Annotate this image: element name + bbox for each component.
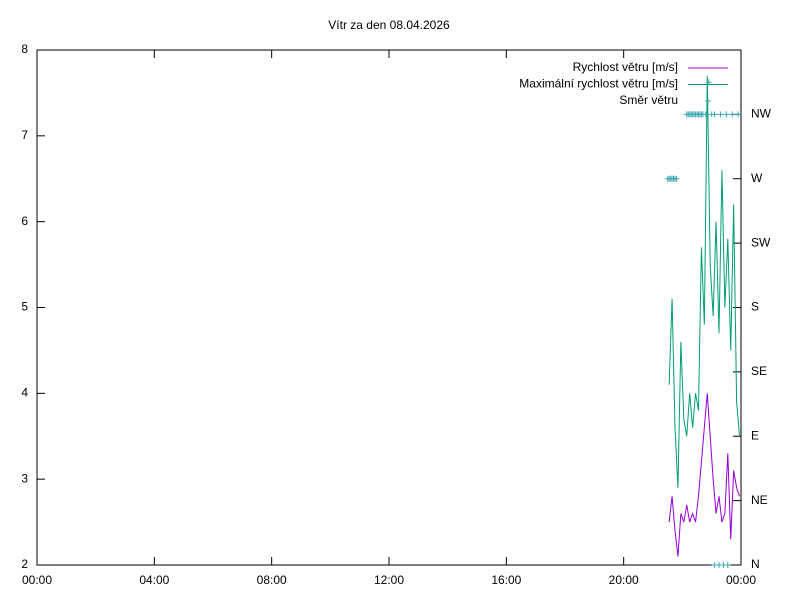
y-tick-label: 7 xyxy=(21,128,28,142)
direction-point xyxy=(673,175,680,182)
y-tick-label: 3 xyxy=(21,471,28,485)
y2-tick-label: NE xyxy=(751,493,768,507)
direction-point xyxy=(723,111,730,118)
direction-point xyxy=(724,562,731,568)
direction-point xyxy=(717,111,724,118)
direction-point xyxy=(702,111,709,118)
y-tick-label: 8 xyxy=(21,42,28,56)
x-tick-label: 08:00 xyxy=(257,573,287,587)
y2-tick-label: SW xyxy=(751,235,771,249)
x-tick-label: 00:00 xyxy=(22,573,52,587)
x-tick-label: 20:00 xyxy=(609,573,639,587)
y2-tick-label: E xyxy=(751,428,759,442)
y2-tick-label: S xyxy=(751,300,759,314)
legend-label: Rychlost větru [m/s] xyxy=(573,60,678,74)
series-line xyxy=(668,75,741,488)
legend-label: Směr větru xyxy=(619,93,678,107)
x-tick-label: 12:00 xyxy=(374,573,404,587)
direction-point xyxy=(735,111,742,118)
x-tick-label: 04:00 xyxy=(139,573,169,587)
y-tick-label: 6 xyxy=(21,214,28,228)
direction-point xyxy=(711,111,718,118)
y2-tick-label: SE xyxy=(751,364,767,378)
series-line xyxy=(668,393,741,557)
legend-symbol xyxy=(705,98,711,104)
x-tick-label: 00:00 xyxy=(726,573,756,587)
y2-tick-label: N xyxy=(751,557,760,571)
y2-tick-label: NW xyxy=(751,107,772,121)
legend-label: Maximální rychlost větru [m/s] xyxy=(519,77,678,91)
y-tick-label: 5 xyxy=(21,300,28,314)
plot-frame xyxy=(36,49,742,566)
x-tick-label: 16:00 xyxy=(491,573,521,587)
y2-tick-label: W xyxy=(751,171,763,185)
y-tick-label: 2 xyxy=(21,557,28,571)
direction-point xyxy=(729,111,736,118)
y-tick-label: 4 xyxy=(21,386,28,400)
chart-title: Vítr za den 08.04.2026 xyxy=(328,18,450,32)
